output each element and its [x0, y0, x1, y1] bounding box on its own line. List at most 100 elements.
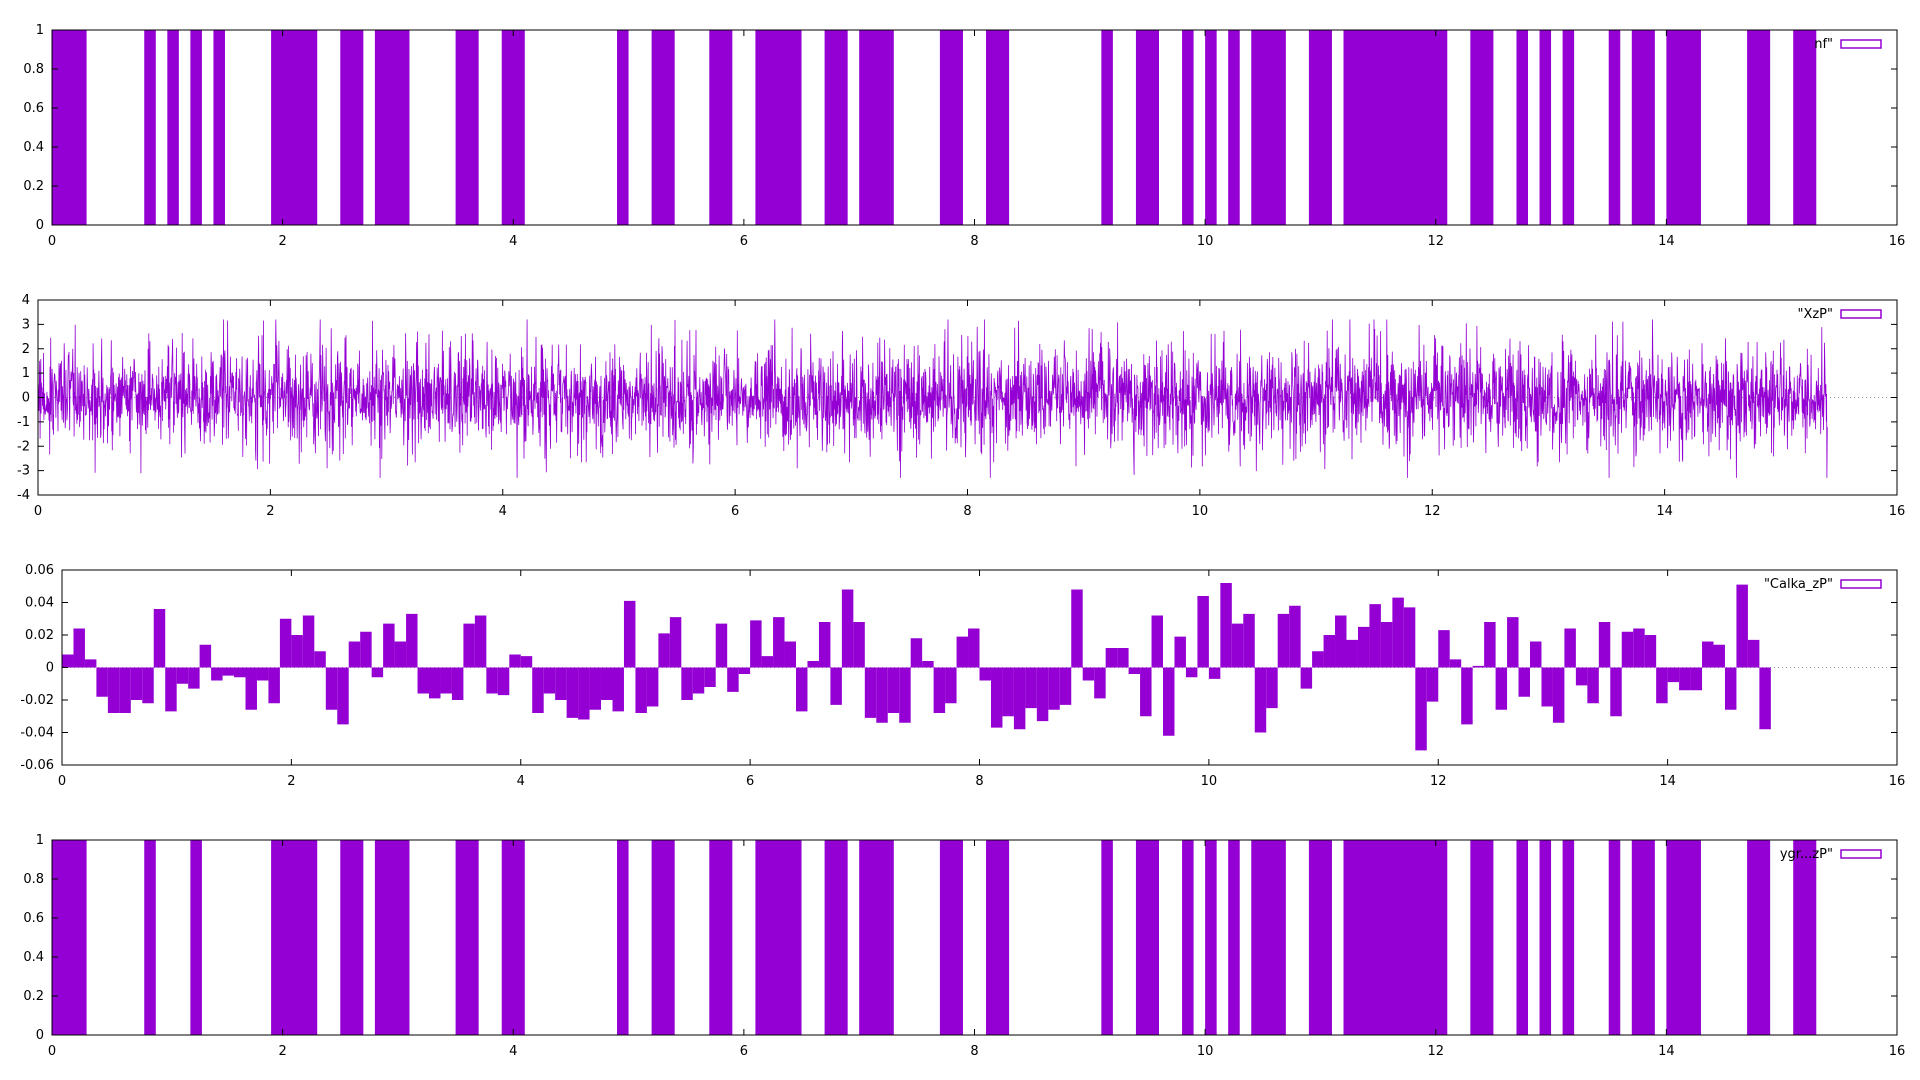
bar — [1277, 613, 1290, 668]
bar — [922, 661, 934, 668]
bar — [939, 30, 963, 225]
y-tick-label: 0 — [36, 218, 44, 233]
bar — [1449, 659, 1462, 668]
bar — [279, 618, 292, 668]
bar — [945, 667, 957, 704]
bar — [1117, 648, 1129, 668]
bar — [1438, 630, 1450, 668]
bar — [658, 633, 670, 668]
bar — [1690, 667, 1703, 691]
bar — [1793, 840, 1817, 1035]
bar — [1251, 840, 1286, 1035]
bar — [406, 613, 418, 668]
y-tick-label: 0 — [22, 391, 30, 406]
bar — [455, 30, 479, 225]
bar — [268, 667, 280, 704]
bar — [451, 667, 464, 700]
bar — [371, 667, 384, 678]
x-tick-label: 0 — [34, 504, 42, 519]
bar — [1470, 30, 1494, 225]
chart-panel-4: 0 2 4 6 8 10 12 14 16 0 0.2 0.4 0.6 0.8 1 ygr...zP" — [23, 833, 1905, 1059]
bar — [1308, 30, 1332, 225]
bar — [107, 667, 120, 713]
bar — [841, 589, 854, 668]
bar — [1644, 635, 1657, 668]
bar — [1472, 665, 1485, 668]
series-marks — [52, 840, 1817, 1035]
bar — [1254, 667, 1267, 733]
bar — [623, 600, 636, 668]
bar — [1071, 589, 1083, 668]
y-tick-label: 4 — [22, 293, 30, 308]
bar — [933, 667, 946, 713]
bar — [1598, 622, 1611, 668]
bar — [142, 667, 154, 704]
bar — [1392, 597, 1404, 668]
y-tick-label: 0.8 — [23, 872, 44, 887]
bar — [1516, 840, 1528, 1035]
y-tick-label: -0.04 — [20, 726, 54, 741]
bar — [84, 659, 97, 668]
bar — [1541, 667, 1553, 707]
bar — [1025, 667, 1037, 709]
y-tick-label: 0 — [36, 1028, 44, 1043]
x-tick-label: 0 — [58, 774, 66, 789]
bar — [188, 667, 200, 689]
bar — [1667, 667, 1680, 683]
bar — [601, 667, 613, 700]
bar — [750, 620, 762, 668]
bar — [429, 667, 441, 699]
bar — [1048, 667, 1060, 710]
x-tick-label: 10 — [1197, 234, 1214, 249]
bar — [651, 840, 675, 1035]
x-tick-label: 8 — [970, 234, 978, 249]
bar — [1220, 583, 1232, 668]
bar — [1251, 30, 1286, 225]
x-tick-label: 6 — [731, 504, 739, 519]
bar — [1564, 628, 1576, 668]
bar — [1724, 667, 1737, 710]
legend-swatch — [1840, 579, 1882, 589]
legend-label: nf" — [1814, 37, 1833, 52]
bar — [1059, 667, 1072, 705]
bar — [1036, 667, 1049, 722]
x-tick-label: 2 — [278, 1044, 286, 1059]
bar — [1231, 623, 1244, 668]
bar — [859, 30, 894, 225]
bar — [1552, 667, 1565, 723]
bar — [1308, 840, 1332, 1035]
bar — [1101, 30, 1113, 225]
legend-swatch — [1840, 849, 1882, 859]
bar — [348, 641, 361, 668]
bar — [1335, 615, 1347, 668]
bar — [818, 622, 831, 668]
bar — [360, 631, 372, 668]
bar — [1631, 840, 1655, 1035]
bar — [1518, 667, 1530, 697]
y-tick-label: 0.4 — [23, 950, 44, 965]
bar — [704, 667, 716, 687]
x-tick-label: 16 — [1889, 774, 1906, 789]
bar — [651, 30, 675, 225]
legend-swatch — [1840, 39, 1882, 49]
bar — [1369, 604, 1381, 668]
bar — [612, 667, 624, 712]
bar — [119, 667, 131, 713]
bar — [1608, 840, 1621, 1035]
bar — [990, 667, 1003, 728]
x-tick-label: 14 — [1658, 234, 1675, 249]
bar — [474, 615, 487, 668]
bar — [1312, 651, 1324, 668]
bar — [755, 30, 802, 225]
bar — [715, 623, 728, 668]
bar — [796, 667, 808, 712]
bar — [1300, 667, 1313, 689]
y-tick-label: 0.02 — [25, 628, 54, 643]
bar — [1266, 667, 1278, 709]
y-tick-label: 0.4 — [23, 140, 44, 155]
bar — [291, 635, 303, 668]
y-tick-label: 0.8 — [23, 62, 44, 77]
y-tick-label: 1 — [36, 23, 44, 38]
bar — [1205, 30, 1217, 225]
